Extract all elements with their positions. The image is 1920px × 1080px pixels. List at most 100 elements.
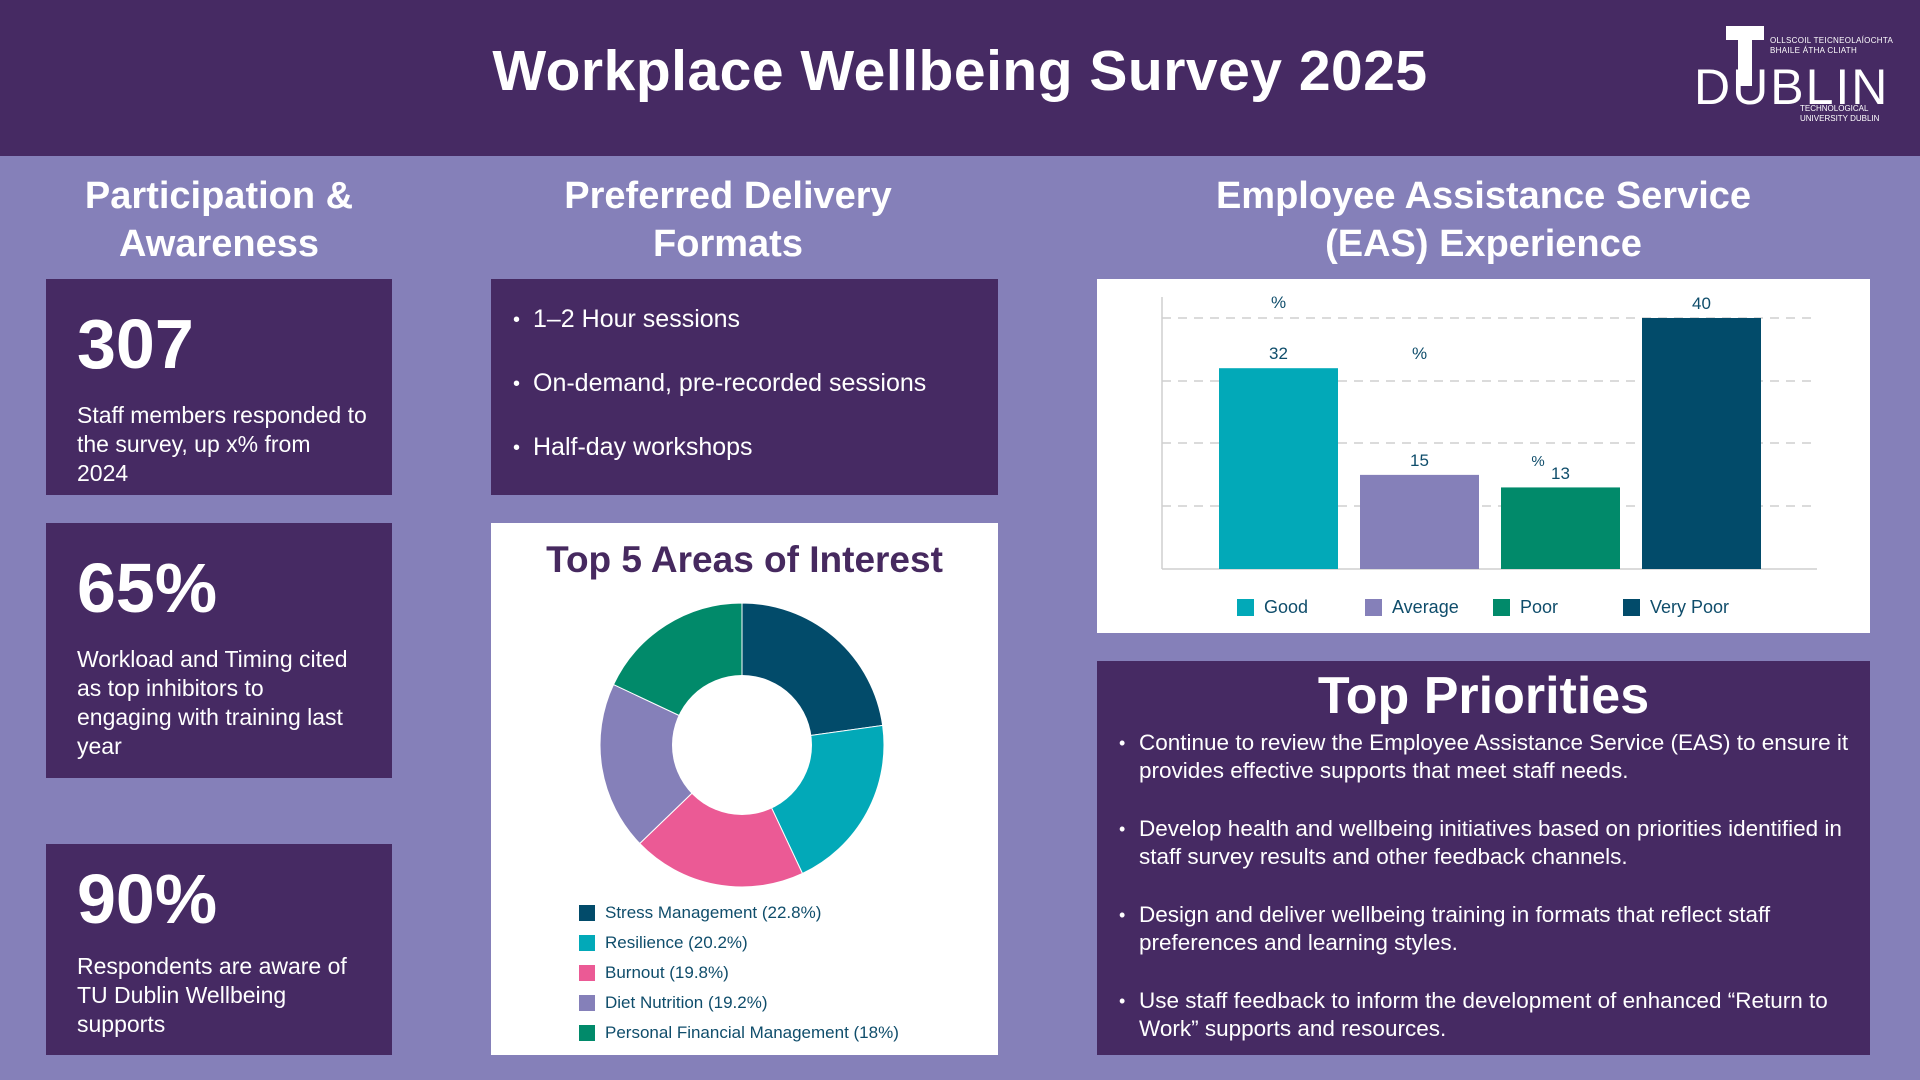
legend-label: Very Poor (1650, 597, 1730, 617)
logo-irish-line2: BHAILE ÁTHA CLIATH (1770, 46, 1858, 55)
donut-chart (599, 602, 885, 888)
list-item: • Design and deliver wellbeing training i… (1119, 901, 1859, 957)
participation-heading-line1: Participation & (84, 175, 354, 217)
bar-value-average: 15 (1410, 451, 1429, 470)
logo-irish-line1: OLLSCOIL TEICNEOLAÍOCHTA (1770, 36, 1894, 45)
eas-heading-line1: Employee Assistance Service (1215, 175, 1752, 217)
eas-heading: Employee Assistance Service (EAS) Experi… (1097, 172, 1870, 268)
legend-item-diet: Diet Nutrition (19.2%) (579, 988, 899, 1018)
percent-mark: % (1531, 453, 1545, 470)
bullet-icon: • (513, 309, 521, 331)
legend-swatch-icon (579, 935, 595, 951)
percent-mark: % (1270, 293, 1287, 312)
donut-segment-burnout (639, 744, 804, 888)
legend-label: Resilience (20.2%) (605, 933, 748, 952)
legend-swatch-icon (1623, 599, 1640, 616)
list-item: • Continue to review the Employee Assista… (1119, 729, 1859, 785)
delivery-heading-line1: Preferred Delivery (564, 175, 892, 217)
list-item-label: Continue to review the Employee Assistan… (1139, 730, 1849, 783)
list-item: • 1–2 Hour sessions (513, 305, 998, 369)
legend-item-finance: Personal Financial Management (18%) (579, 1018, 899, 1048)
logo-english-text: TECHNOLOGICAL UNIVERSITY DUBLIN (1800, 104, 1879, 124)
legend-label: Poor (1520, 597, 1559, 617)
participation-heading: Participation & Awareness (40, 172, 398, 268)
bar-value-very-poor: 40 (1692, 294, 1711, 313)
legend-label: Average (1392, 597, 1459, 617)
list-item-label: 1–2 Hour sessions (533, 305, 741, 333)
top-priorities-card: Top Priorities • Continue to review the E… (1097, 661, 1870, 1055)
interests-donut-card: Top 5 Areas of Interest Stress Managemen… (491, 523, 998, 1055)
stat-description: Staff members responded to the survey, u… (77, 402, 367, 486)
stat-card-awareness: 90% Respondents are aware of TU Dublin W… (46, 844, 392, 1055)
legend-label: Stress Management (22.8%) (605, 903, 822, 922)
bar-poor (1501, 487, 1620, 569)
bullet-icon: • (1119, 733, 1126, 753)
legend-label: Personal Financial Management (18%) (605, 1023, 899, 1042)
priorities-title: Top Priorities (1317, 667, 1650, 725)
donut-legend: Stress Management (22.8%) Resilience (20… (579, 898, 899, 1048)
legend-label: Good (1264, 597, 1309, 617)
list-item-label: Develop health and wellbeing initiatives… (1139, 816, 1842, 869)
list-item-label: Design and deliver wellbeing training in… (1139, 902, 1771, 955)
header-banner: Workplace Wellbeing Survey 2025 OLLSCOIL… (0, 0, 1920, 156)
bar-good (1219, 368, 1338, 569)
eas-bar-chart (1161, 297, 1817, 570)
donut-segment-diet-nutrition (599, 683, 743, 845)
stat-value: 90% (77, 860, 218, 938)
stat-description: Respondents are aware of TU Dublin Wellb… (77, 953, 347, 1037)
eas-bar-chart-card: % % 32 15 13 % 40 Good Average Poor Very… (1097, 279, 1870, 633)
delivery-formats-list: • 1–2 Hour sessions • On-demand, pre-recor… (491, 279, 998, 495)
bullet-icon: • (1119, 819, 1126, 839)
legend-item-stress: Stress Management (22.8%) (579, 898, 899, 928)
delivery-heading-line2: Formats (653, 223, 803, 265)
stat-card-respondents: 307 Staff members responded to the surve… (46, 279, 392, 495)
legend-item-resilience: Resilience (20.2%) (579, 928, 899, 958)
legend-swatch-icon (1493, 599, 1510, 616)
legend-label: Burnout (19.8%) (605, 963, 729, 982)
legend-item-burnout: Burnout (19.8%) (579, 958, 899, 988)
logo-wordmark: DUBLIN (1694, 59, 1890, 115)
legend-item-good: Good (1237, 597, 1308, 618)
bullet-icon: • (513, 373, 521, 395)
logo-english-line1: TECHNOLOGICAL (1800, 104, 1869, 113)
list-item: • On-demand, pre-recorded sessions (513, 369, 998, 433)
bullet-icon: • (1119, 905, 1126, 925)
legend-item-very-poor: Very Poor (1623, 597, 1729, 618)
priorities-list: • Continue to review the Employee Assista… (1119, 729, 1859, 1073)
logo-english-line2: UNIVERSITY DUBLIN (1800, 114, 1880, 123)
legend-swatch-icon (579, 905, 595, 921)
page-title: Workplace Wellbeing Survey 2025 (492, 39, 1428, 103)
legend-swatch-icon (1365, 599, 1382, 616)
participation-heading-line2: Awareness (119, 223, 319, 265)
stat-description: Workload and Timing cited as top inhibit… (77, 646, 348, 759)
stat-card-inhibitors: 65% Workload and Timing cited as top inh… (46, 523, 392, 778)
list-item-label: Half-day workshops (533, 433, 753, 461)
donut-chart-title: Top 5 Areas of Interest (546, 539, 943, 580)
logo-t-mark-icon (1726, 26, 1764, 102)
tu-dublin-logo: OLLSCOIL TEICNEOLAÍOCHTA BHAILE ÁTHA CLI… (1694, 24, 1893, 124)
bullet-icon: • (1119, 991, 1126, 1011)
bar-very-poor (1642, 318, 1761, 569)
legend-swatch-icon (579, 995, 595, 1011)
legend-swatch-icon (1237, 599, 1254, 616)
bar-value-poor: 13 (1551, 464, 1570, 483)
eas-heading-line2: (EAS) Experience (1325, 223, 1642, 265)
list-item: • Use staff feedback to inform the develo… (1119, 987, 1859, 1043)
legend-label: Diet Nutrition (19.2%) (605, 993, 768, 1012)
list-item: • Develop health and wellbeing initiative… (1119, 815, 1859, 871)
bar-value-good: 32 (1269, 344, 1288, 363)
legend-item-average: Average (1365, 597, 1459, 618)
stat-value: 307 (77, 305, 194, 383)
logo-irish-text: OLLSCOIL TEICNEOLAÍOCHTA BHAILE ÁTHA CLI… (1770, 36, 1893, 56)
legend-item-poor: Poor (1493, 597, 1558, 618)
bullet-icon: • (513, 437, 521, 459)
list-item: • Half-day workshops (513, 433, 998, 497)
bar-average (1360, 474, 1479, 569)
legend-swatch-icon (579, 1025, 595, 1041)
list-item-label: Use staff feedback to inform the develop… (1139, 988, 1828, 1041)
legend-swatch-icon (579, 965, 595, 981)
delivery-heading: Preferred Delivery Formats (491, 172, 965, 268)
percent-mark: % (1411, 344, 1428, 363)
stat-value: 65% (77, 549, 218, 627)
list-item-label: On-demand, pre-recorded sessions (533, 369, 927, 397)
